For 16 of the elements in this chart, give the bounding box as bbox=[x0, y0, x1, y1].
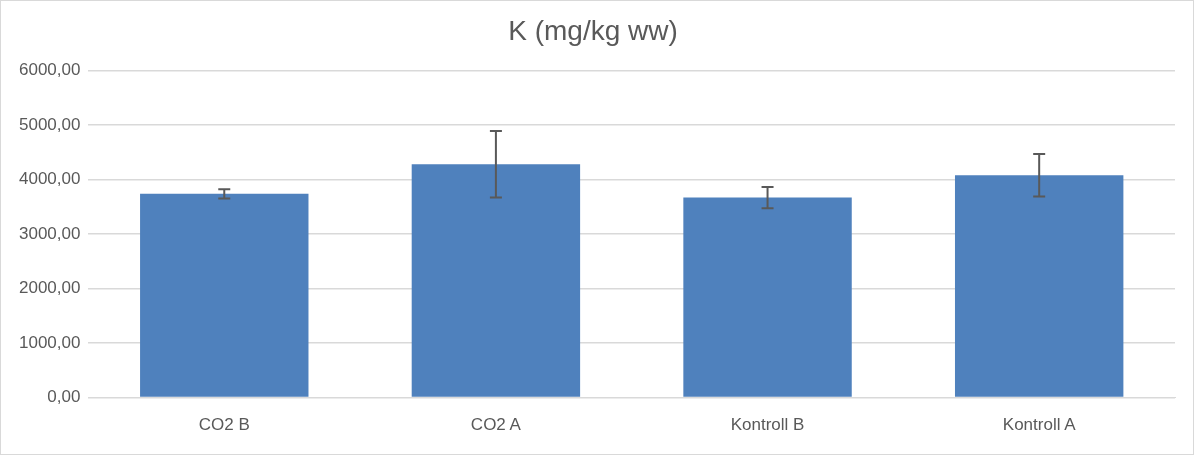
y-tick-label: 2000,00 bbox=[19, 278, 81, 298]
y-tick-label: 0,00 bbox=[47, 387, 81, 407]
x-tick-label: CO2 A bbox=[470, 415, 522, 435]
y-tick-label: 1000,00 bbox=[19, 332, 81, 352]
bar bbox=[411, 164, 581, 397]
bar bbox=[140, 193, 309, 397]
chart-title: K (mg/kg ww) bbox=[508, 14, 678, 46]
x-tick-label: Kontroll B bbox=[730, 415, 805, 435]
x-tick-label: CO2 B bbox=[198, 415, 250, 435]
y-tick-label: 5000,00 bbox=[19, 114, 81, 134]
y-tick-label: 3000,00 bbox=[19, 223, 81, 243]
bar bbox=[683, 197, 852, 397]
bar bbox=[954, 175, 1124, 397]
y-tick-label: 6000,00 bbox=[19, 60, 81, 80]
y-tick-label: 4000,00 bbox=[19, 169, 81, 189]
x-tick-label: Kontroll A bbox=[1002, 415, 1077, 435]
